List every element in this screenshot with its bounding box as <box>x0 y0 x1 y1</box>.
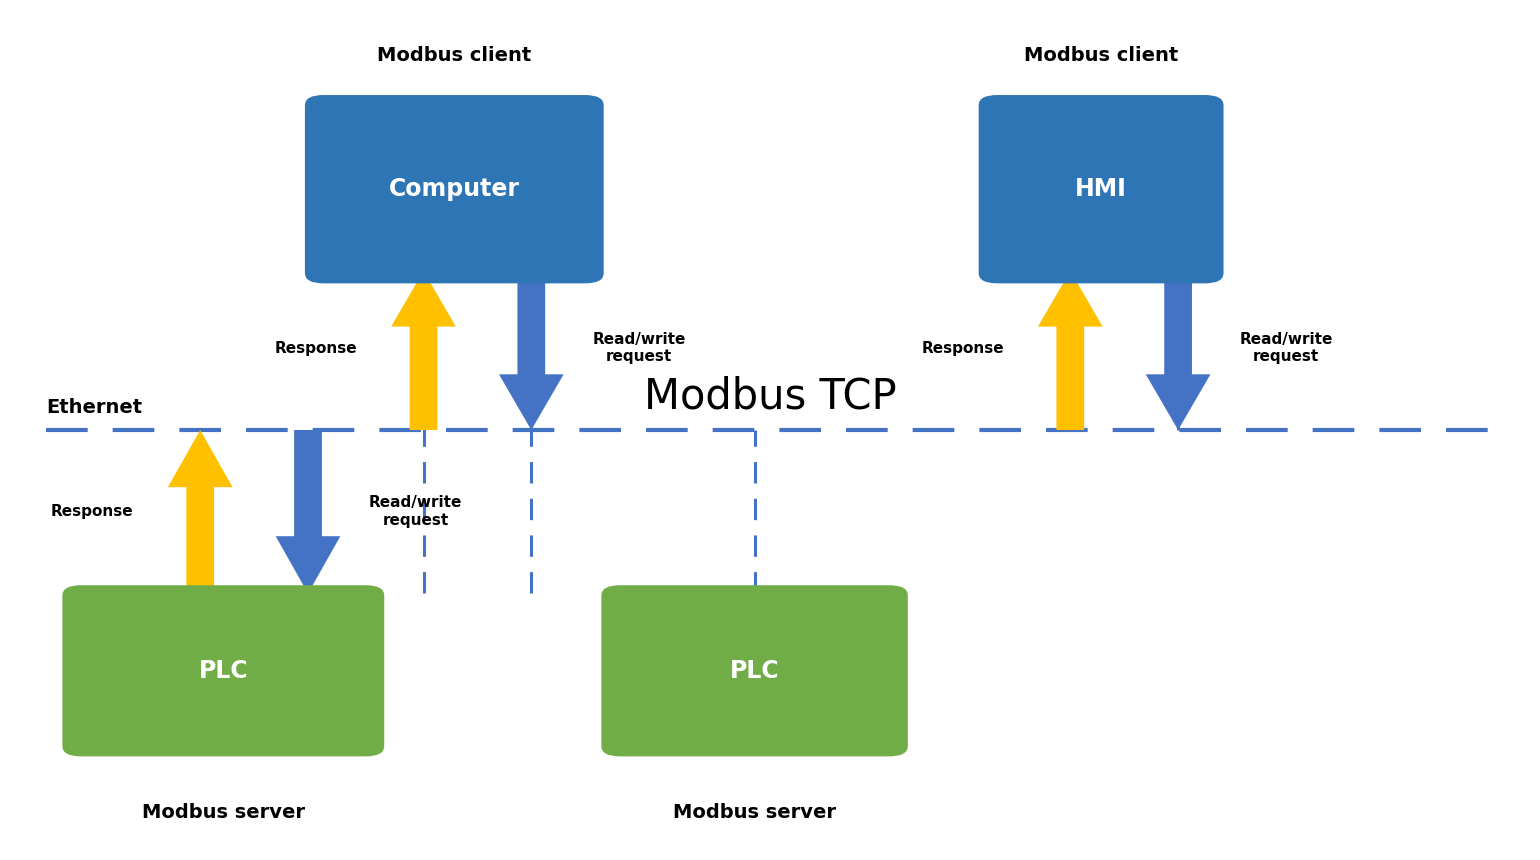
Text: Modbus client: Modbus client <box>1024 46 1178 65</box>
Text: Response: Response <box>51 504 134 519</box>
FancyBboxPatch shape <box>305 95 604 284</box>
Text: PLC: PLC <box>199 659 248 683</box>
Text: HMI: HMI <box>1075 177 1127 201</box>
Text: Read/write
request: Read/write request <box>370 495 462 528</box>
Text: PLC: PLC <box>730 659 779 683</box>
Text: Modbus client: Modbus client <box>377 46 531 65</box>
Text: Modbus server: Modbus server <box>142 803 305 822</box>
FancyArrow shape <box>391 271 456 430</box>
FancyBboxPatch shape <box>62 586 385 757</box>
FancyArrow shape <box>499 271 564 430</box>
FancyBboxPatch shape <box>979 95 1223 284</box>
FancyArrow shape <box>276 430 340 593</box>
Text: Response: Response <box>274 341 357 356</box>
FancyBboxPatch shape <box>601 586 907 757</box>
Text: Modbus TCP: Modbus TCP <box>644 375 896 417</box>
Text: Response: Response <box>921 341 1004 356</box>
FancyArrow shape <box>168 430 233 593</box>
FancyArrow shape <box>1146 271 1210 430</box>
Text: Read/write
request: Read/write request <box>1240 332 1332 365</box>
FancyArrow shape <box>1038 271 1103 430</box>
Text: Read/write
request: Read/write request <box>593 332 685 365</box>
Text: Modbus server: Modbus server <box>673 803 836 822</box>
Text: Computer: Computer <box>388 177 521 201</box>
Text: Ethernet: Ethernet <box>46 398 142 417</box>
